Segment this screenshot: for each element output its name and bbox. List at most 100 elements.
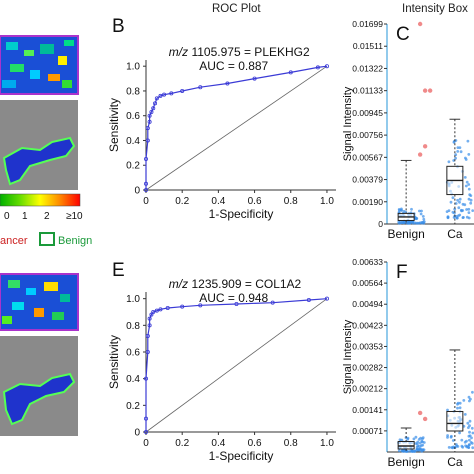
roc-chart-e: 0 0.2 0.4 0.6 0.8 1.0 0 0.2 0.4 0.6 0.8 1.0 m/z 1235… [107,277,336,463]
scatter-point [400,438,404,442]
scatter-point [446,436,449,439]
scatter-point [468,430,471,434]
scatter-point [467,197,471,201]
y-tick-label: 0.01322 [352,63,383,73]
scatter-point [460,444,464,448]
scatter-point [400,448,404,452]
intensity-box-header: Intensity Box [402,3,468,15]
colorbar-tick-2: 2 [44,211,50,222]
x-tick-label: 0.8 [284,438,298,449]
roc-point [154,96,159,101]
panel-letter-c: C [396,24,410,45]
x-tick-label: 0.2 [175,196,189,207]
scatter-point [467,395,471,399]
scatter-point [447,209,451,213]
scatter-point [400,221,404,225]
panel-letter-e: E [112,260,125,281]
legend-benign-swatch [39,232,55,246]
roc-point [158,93,163,98]
scatter-point [470,436,473,440]
y-axis-label: Signal Intensity [342,86,354,161]
scatter-point [397,449,401,453]
roc-point [147,323,152,328]
scatter-point [469,201,473,205]
scatter-point [457,206,461,210]
scatter-point [420,439,424,443]
y-tick-label: 0.8 [126,321,140,332]
scatter-point [397,208,401,211]
y-axis-label: Signal Intensity [342,319,354,394]
tissue-heatmap-bottom [0,273,79,331]
roc-point [145,126,150,131]
x-axis-label: 1-Specificity [209,207,274,221]
scatter-point [412,437,416,441]
roc-point [143,376,148,381]
scatter-point [456,406,459,410]
scatter-point [420,209,423,213]
roc-point [234,301,239,306]
roc-point [252,76,257,81]
scatter-point [469,194,473,198]
scatter-point [422,217,426,221]
roc-point [154,308,159,313]
roc-point [147,113,152,118]
scatter-point [452,216,456,219]
roc-point [315,65,320,70]
tissue-grey-bottom [0,336,78,436]
y-tick-label: 0.00756 [352,130,383,140]
scatter-point [402,220,406,224]
scatter-point [456,150,460,153]
y-tick-label: 0.00071 [352,426,383,436]
y-tick-label: 1.0 [126,62,140,73]
panel-letter-f: F [396,262,408,283]
panel-letter-b: B [112,16,125,37]
scatter-point [399,208,403,212]
scatter-point [451,439,455,442]
scatter-point [447,160,451,164]
roc-point [198,85,203,90]
scatter-point [446,408,449,412]
scatter-point [454,202,458,205]
roc-point [149,312,154,317]
legend-benign-label: Benign [58,235,92,247]
x-tick-label: 1.0 [320,196,334,207]
y-tick-label: 0.8 [126,86,140,97]
outlier-point [417,21,423,27]
y-tick-label: 0.00564 [352,278,383,288]
roc-title: m/z 1105.975 = PLEKHG2 [169,45,310,59]
scatter-point [422,441,426,444]
x-category-label: Benign [387,455,424,469]
heatmap-speckle-top [2,40,74,88]
x-tick-label: 0.8 [284,196,298,207]
box-chart-f: 0.00071 0.00141 0.00212 0.00282 0.00353 0.004… [342,257,474,469]
scatter-point [416,221,419,225]
y-tick-label: 0.00494 [352,299,383,309]
y-tick-label: 0.01511 [353,41,383,51]
scatter-point [468,419,472,423]
scatter-point [421,215,425,218]
scatter-point [465,180,469,184]
scatter-point [471,390,474,394]
scatter-point [469,441,473,444]
roc-point [151,106,156,111]
scatter-point [470,426,474,430]
roc-title: m/z 1235.909 = COL1A2 [169,277,302,291]
scatter-point [422,448,426,452]
scatter-point [417,448,420,452]
scatter-point [414,217,418,221]
roc-plot-header: ROC Plot [212,3,261,15]
x-category-label: Benign [387,227,424,241]
scatter-point [466,444,469,448]
roc-curve [145,65,328,190]
outlier-point [427,88,433,93]
scatter-point [458,431,461,435]
scatter-point [447,446,451,449]
roc-point [169,91,174,96]
scatter-point [451,196,455,200]
y-tick-label: 0.6 [126,111,140,122]
colorbar-tick-1: 1 [22,211,28,222]
y-tick-label: 0.4 [126,374,140,385]
scatter-point [468,399,471,403]
roc-point [149,110,154,115]
